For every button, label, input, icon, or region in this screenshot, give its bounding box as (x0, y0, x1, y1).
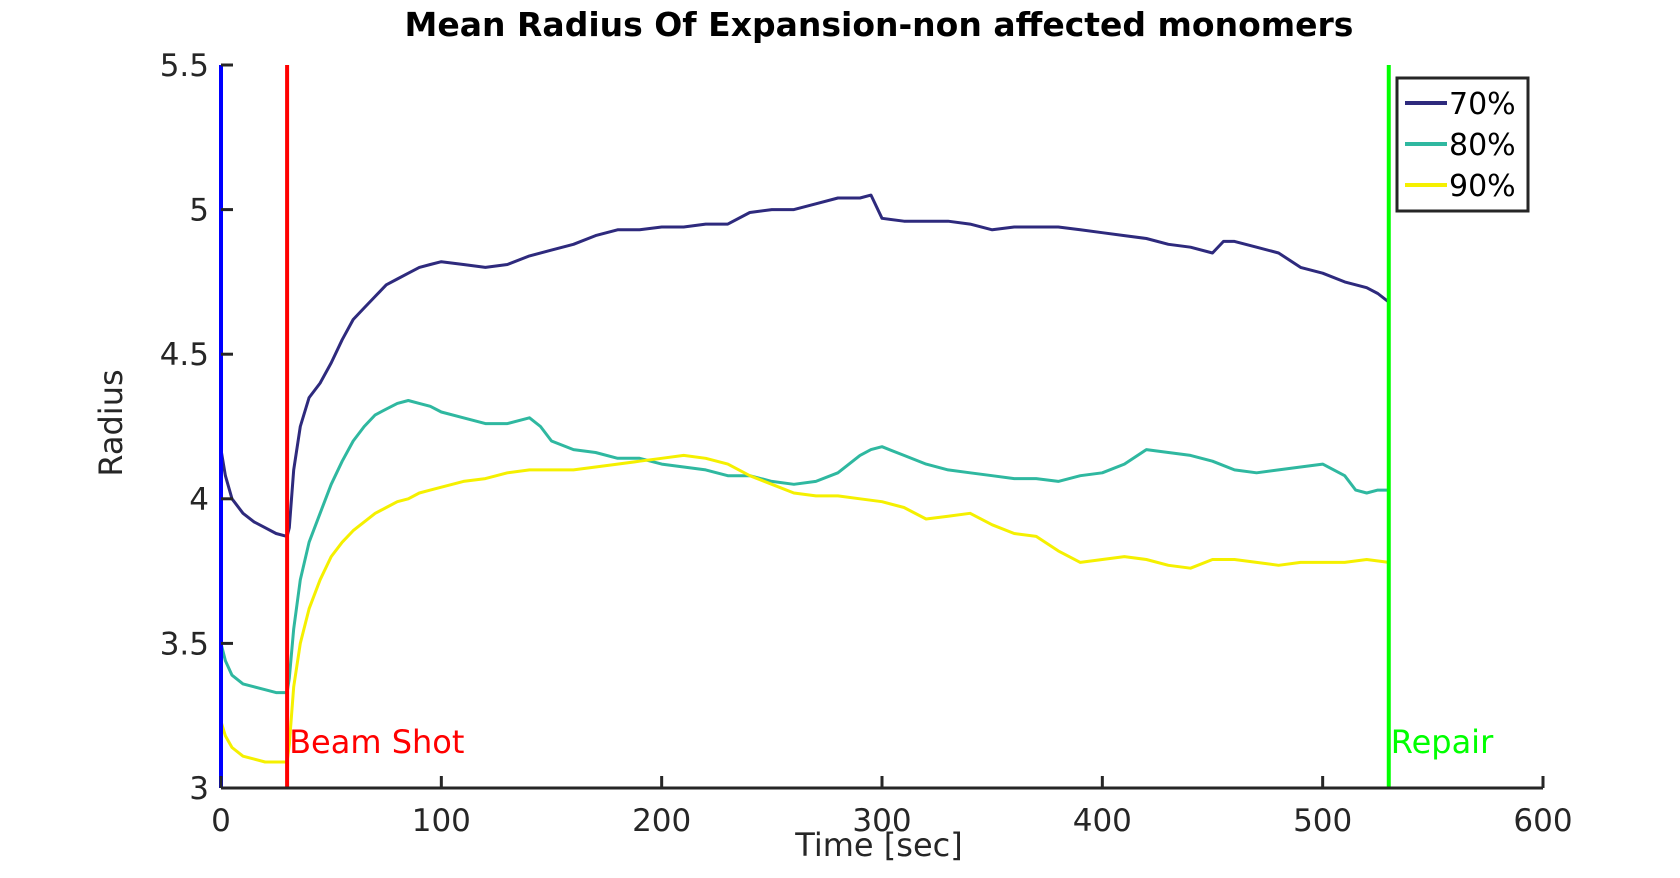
legend: 70% 80% 90% (1395, 76, 1530, 213)
x-tick-label-4: 400 (1073, 803, 1132, 839)
legend-label-80pct: 80% (1449, 128, 1516, 163)
x-tick-label-5: 500 (1293, 803, 1352, 839)
y-tick-label-4: 5 (189, 193, 209, 229)
x-tick-label-6: 600 (1513, 803, 1572, 839)
legend-label-70pct: 70% (1449, 87, 1516, 122)
plot-area: Beam Shot Repair (219, 65, 1494, 788)
x-tick-label-0: 0 (211, 803, 231, 839)
y-axis-label: Radius (92, 369, 130, 476)
axes: 0 100 200 300 400 500 600 3 3.5 4 4.5 5 5.5 (160, 48, 1573, 839)
chart-title: Mean Radius Of Expansion-non affected mo… (405, 5, 1354, 44)
vertical-line-label-2: Repair (1391, 723, 1494, 761)
vertical-line-label-1: Beam Shot (289, 723, 464, 761)
y-tick-label-0: 3 (189, 771, 209, 807)
y-tick-label-2: 4 (189, 482, 209, 518)
y-tick-label-3: 4.5 (160, 337, 209, 373)
series-line-80pct (219, 399, 1391, 695)
x-tick-label-3: 300 (852, 803, 911, 839)
x-tick-label-2: 200 (632, 803, 691, 839)
legend-label-90pct: 90% (1449, 169, 1516, 204)
series-line-70pct (219, 193, 1391, 538)
y-tick-label-5: 5.5 (160, 48, 209, 84)
x-axis-label: Time [sec] (794, 826, 962, 864)
series-line-90pct (219, 453, 1391, 764)
x-tick-label-1: 100 (412, 803, 471, 839)
y-tick-label-1: 3.5 (160, 626, 209, 662)
